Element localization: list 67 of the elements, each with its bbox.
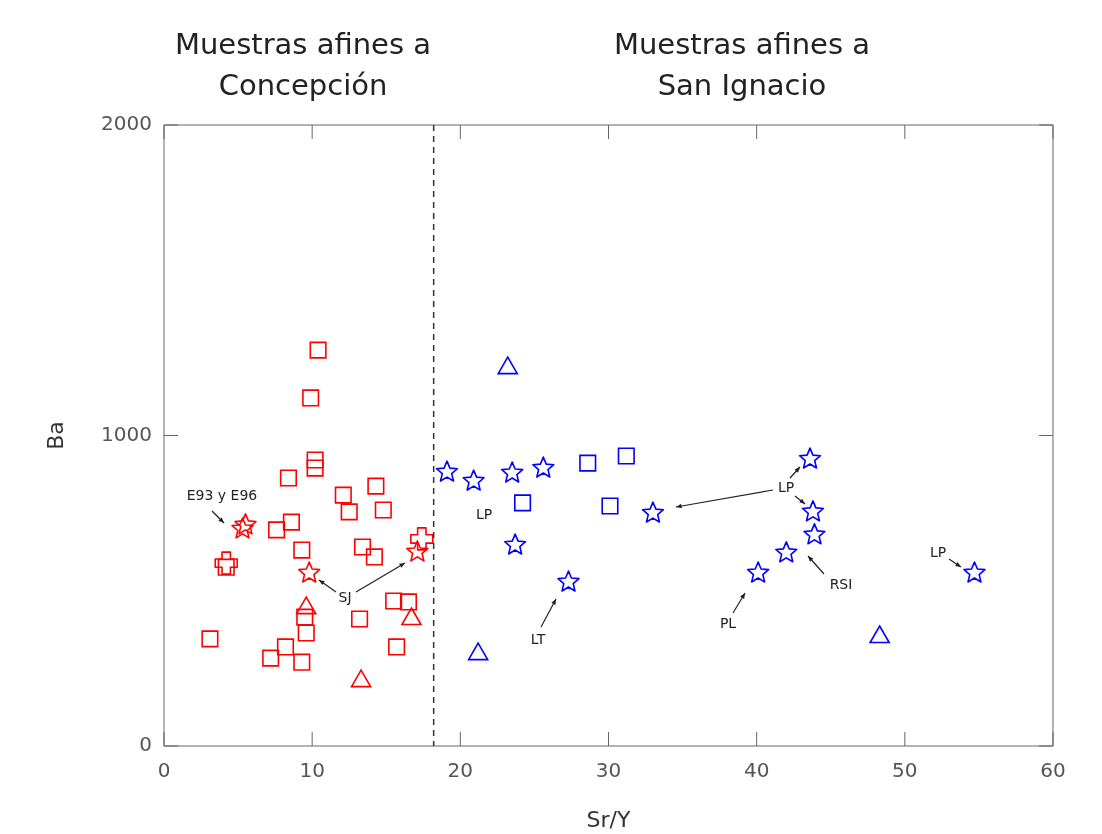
point bbox=[503, 533, 527, 555]
point bbox=[601, 497, 619, 515]
point bbox=[306, 451, 324, 469]
annotation: SJ bbox=[338, 588, 352, 605]
x-axis-title: Sr/Y bbox=[586, 806, 631, 832]
text: Muestras afines a San Ignacio bbox=[613, 26, 871, 102]
x-tick-label: 60 bbox=[1040, 758, 1066, 783]
y-tick-label: 1000 bbox=[101, 421, 152, 446]
x-tick-label: 30 bbox=[595, 758, 622, 783]
point bbox=[262, 649, 280, 667]
point bbox=[798, 447, 822, 469]
annotation: RSI bbox=[829, 575, 853, 592]
point bbox=[296, 608, 314, 626]
point bbox=[532, 456, 555, 478]
x-tick-label: 10 bbox=[299, 758, 325, 783]
annotation: LT bbox=[530, 630, 546, 647]
point bbox=[641, 501, 665, 523]
point bbox=[302, 389, 320, 407]
y-tick-label: 0 bbox=[139, 732, 152, 757]
point bbox=[385, 592, 403, 610]
point bbox=[353, 538, 372, 556]
point bbox=[746, 561, 770, 583]
point bbox=[293, 653, 311, 671]
point bbox=[388, 638, 406, 656]
annotation: PL bbox=[719, 614, 737, 631]
point bbox=[297, 624, 315, 642]
x-tick-label: 40 bbox=[743, 758, 770, 783]
point bbox=[406, 540, 429, 562]
point bbox=[435, 460, 459, 482]
x-tick-label: 50 bbox=[892, 758, 918, 783]
point bbox=[365, 548, 383, 566]
point bbox=[279, 469, 298, 487]
point bbox=[374, 501, 392, 519]
x-tick-label: 0 bbox=[157, 758, 171, 783]
point bbox=[309, 341, 327, 359]
text: Muestras afines a Concepción bbox=[174, 26, 432, 102]
point bbox=[367, 477, 385, 495]
point bbox=[201, 630, 219, 648]
annotation: LP bbox=[475, 505, 493, 522]
point bbox=[462, 469, 485, 491]
y-axis-title: Ba bbox=[42, 421, 68, 450]
point bbox=[500, 461, 524, 483]
point bbox=[557, 570, 580, 592]
point bbox=[410, 527, 434, 551]
point bbox=[399, 593, 418, 611]
point bbox=[579, 454, 597, 472]
point bbox=[293, 541, 311, 559]
point bbox=[306, 459, 324, 477]
point bbox=[803, 523, 826, 545]
point bbox=[276, 638, 295, 656]
annotation: E93 y E96 bbox=[186, 486, 258, 503]
point bbox=[268, 521, 286, 539]
y-tick-label: 2000 bbox=[101, 111, 152, 136]
annotation: LP bbox=[777, 478, 795, 495]
point bbox=[775, 541, 798, 563]
point bbox=[334, 486, 352, 504]
x-tick-label: 20 bbox=[447, 758, 474, 783]
annotation: LP bbox=[929, 543, 947, 560]
point bbox=[801, 500, 825, 522]
point bbox=[214, 551, 239, 575]
point bbox=[617, 447, 635, 465]
point bbox=[340, 503, 358, 521]
point bbox=[282, 513, 300, 531]
point bbox=[297, 561, 321, 583]
point bbox=[351, 610, 369, 628]
point bbox=[963, 561, 986, 583]
point bbox=[513, 494, 532, 512]
